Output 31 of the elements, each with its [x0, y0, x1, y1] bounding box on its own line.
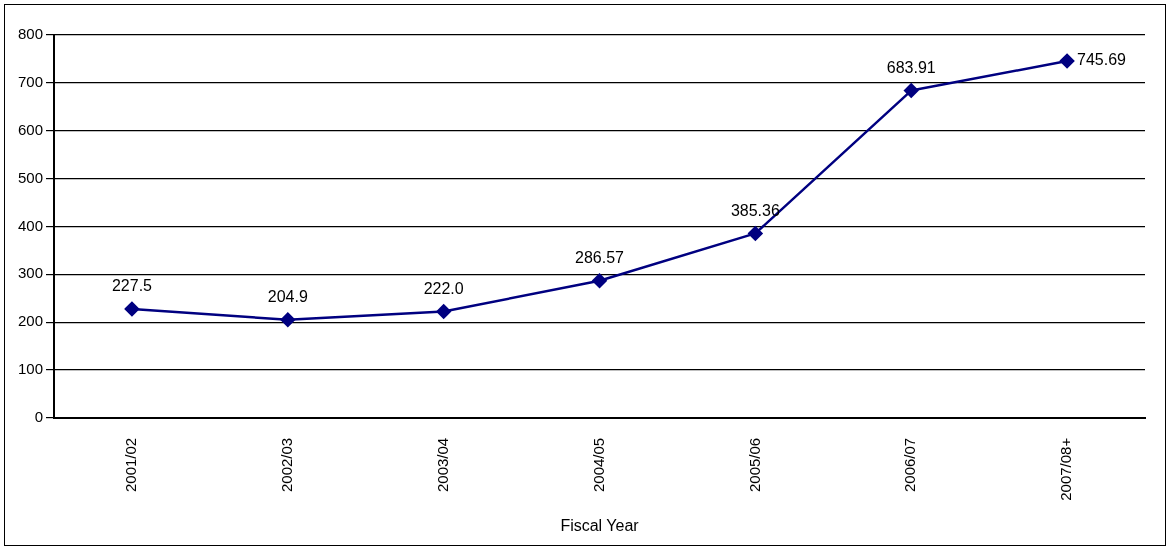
x-axis-title: Fiscal Year	[560, 516, 640, 534]
y-tick-label: 400	[18, 216, 44, 234]
data-label: 286.57	[575, 249, 625, 267]
y-tick-label: 300	[18, 264, 44, 282]
point	[1059, 53, 1075, 69]
data-label: 204.9	[267, 288, 308, 306]
y-tick-label: 200	[18, 312, 44, 330]
y-tick-label: 0	[34, 407, 44, 425]
x-tick-label: 2006/07	[901, 437, 919, 493]
y-tick-label: 100	[18, 360, 44, 378]
point	[280, 312, 296, 328]
data-label: 385.36	[730, 201, 780, 219]
point	[592, 273, 607, 288]
y-tick-label: 500	[18, 168, 44, 186]
point	[436, 304, 451, 319]
y-tick-label: 700	[18, 72, 44, 90]
data-label: 227.5	[111, 277, 153, 295]
point	[903, 83, 919, 98]
x-tick-label: 2003/04	[433, 437, 451, 493]
y-tick-label: 600	[18, 120, 44, 138]
point	[124, 301, 140, 317]
x-tick-label: 2002/03	[277, 437, 295, 493]
point	[748, 226, 763, 241]
x-tick-label: 2005/06	[745, 437, 763, 493]
x-tick-label: 2004/05	[589, 437, 607, 493]
data-label: 745.69	[1077, 51, 1127, 69]
x-tick-label: 2001/02	[122, 437, 140, 493]
x-tick-label: 2007/08+	[1057, 437, 1075, 501]
data-label: 683.91	[886, 58, 936, 76]
y-tick-label: 800	[18, 25, 44, 43]
data-label: 222.0	[423, 279, 464, 297]
